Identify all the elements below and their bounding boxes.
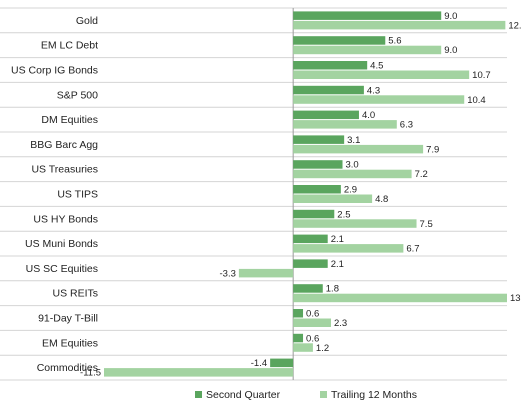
bar-trailing-12-months [293, 343, 313, 352]
bar-second-quarter [293, 160, 343, 169]
data-label: 7.5 [420, 219, 433, 230]
bar-trailing-12-months [104, 368, 294, 377]
bar-second-quarter [293, 259, 328, 268]
bar-trailing-12-months [293, 244, 404, 253]
data-label: 6.3 [400, 120, 413, 131]
category-label: BBG Barc Agg [30, 139, 98, 151]
category-label: EM Equities [42, 337, 98, 349]
bar-trailing-12-months [293, 293, 507, 303]
data-label: 7.9 [426, 144, 439, 155]
bar-trailing-12-months [293, 45, 442, 55]
bar-trailing-12-months [293, 120, 397, 129]
bar-second-quarter [270, 358, 294, 368]
data-label: 13.0 [510, 293, 521, 304]
data-label: 10.7 [472, 70, 491, 81]
data-label: -1.4 [251, 358, 267, 369]
bar-trailing-12-months [293, 194, 373, 203]
bar-trailing-12-months [293, 70, 470, 79]
data-label: 6.7 [406, 244, 419, 255]
legend-label: Second Quarter [206, 389, 281, 401]
data-label: 2.5 [337, 209, 350, 220]
bar-trailing-12-months [293, 169, 412, 179]
bar-second-quarter [293, 284, 323, 293]
category-label: Gold [76, 15, 98, 27]
bar-second-quarter [293, 61, 368, 70]
data-label: 3.1 [347, 135, 360, 146]
data-label: 5.6 [388, 36, 401, 47]
data-label: 2.1 [331, 234, 344, 245]
category-label: EM LC Debt [41, 40, 98, 52]
data-label: 12.9 [508, 20, 521, 31]
category-label: Commodities [37, 362, 98, 374]
bar-second-quarter [293, 209, 335, 219]
bar-second-quarter [293, 333, 304, 343]
bar-second-quarter [293, 110, 359, 120]
data-label: 4.0 [362, 110, 375, 121]
category-label: US Muni Bonds [25, 238, 98, 250]
bar-trailing-12-months [293, 219, 417, 228]
category-label: 91-Day T-Bill [38, 313, 98, 325]
bar-trailing-12-months [238, 268, 294, 278]
bar-second-quarter [293, 185, 341, 194]
data-label: 2.9 [344, 185, 357, 196]
legend-swatch [195, 391, 202, 398]
data-label: 1.2 [316, 343, 329, 354]
data-label: -3.3 [220, 268, 236, 279]
data-label: 10.4 [467, 95, 486, 106]
category-label: US SC Equities [26, 263, 98, 275]
data-label: 2.1 [331, 259, 344, 270]
data-label: 9.0 [444, 11, 457, 22]
gridlines [0, 7, 507, 381]
data-label: 4.8 [375, 194, 388, 205]
data-label: 4.5 [370, 61, 383, 72]
bar-second-quarter [293, 11, 442, 20]
data-label: -11.5 [80, 368, 101, 379]
legend-label: Trailing 12 Months [331, 389, 417, 401]
data-label: 3.0 [346, 160, 359, 171]
bar-second-quarter [293, 85, 364, 95]
category-label: US REITs [52, 288, 98, 300]
category-label: DM Equities [41, 114, 98, 126]
data-label: 0.6 [306, 333, 319, 344]
data-label: 1.8 [326, 284, 339, 295]
data-label: 9.0 [444, 45, 457, 56]
data-label: 2.3 [334, 318, 347, 329]
bar-trailing-12-months [293, 318, 331, 327]
bar-trailing-12-months [293, 144, 424, 154]
bar-second-quarter [293, 234, 328, 244]
bar-second-quarter [293, 135, 345, 144]
bar-second-quarter [293, 309, 304, 318]
category-label: US Treasuries [31, 164, 98, 176]
data-label: 7.2 [415, 169, 428, 180]
legend: Second Quarter Trailing 12 Months [195, 389, 417, 401]
data-label: 0.6 [306, 309, 319, 320]
category-label: US TIPS [57, 189, 98, 201]
bar-second-quarter [293, 36, 386, 45]
category-label: US Corp IG Bonds [11, 65, 98, 77]
category-label: S&P 500 [57, 89, 98, 101]
legend-swatch [320, 391, 327, 398]
bar-trailing-12-months [293, 20, 506, 30]
bar-trailing-12-months [293, 95, 465, 104]
category-label: US HY Bonds [33, 213, 98, 225]
data-label: 4.3 [367, 85, 380, 96]
